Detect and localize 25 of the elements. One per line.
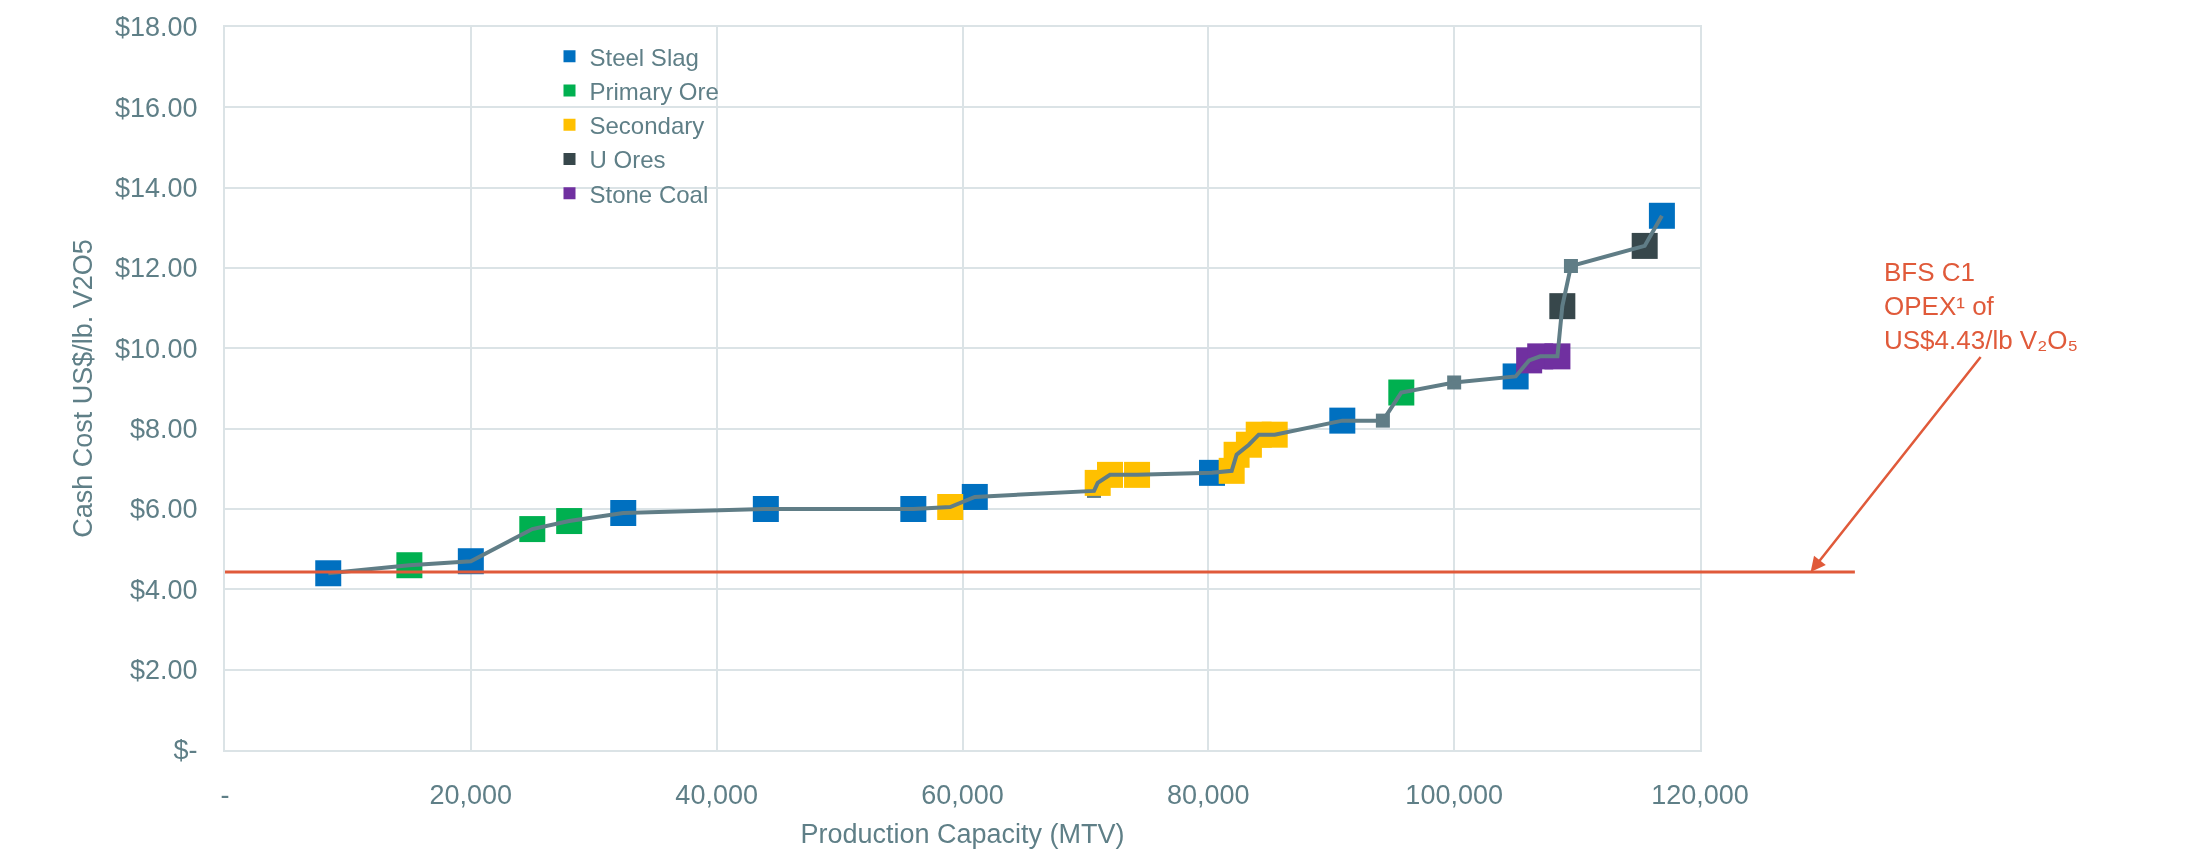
y-tick-label: $6.00 bbox=[130, 494, 198, 525]
x-tick-label: 40,000 bbox=[675, 780, 758, 811]
x-axis-title: Production Capacity (MTV) bbox=[800, 819, 1125, 850]
y-tick-label: $10.00 bbox=[115, 333, 198, 364]
y-tick-label: $- bbox=[173, 735, 198, 766]
legend-label: Secondary bbox=[589, 112, 705, 140]
y-axis-title: Cash Cost US$/lb. V2O5 bbox=[67, 239, 98, 538]
y-tick-label: $18.00 bbox=[115, 12, 198, 43]
y-tick-label: $12.00 bbox=[115, 253, 198, 284]
y-tick-label: $8.00 bbox=[130, 414, 198, 445]
y-tick-label: $2.00 bbox=[130, 655, 198, 686]
ref-line-label: BFS C1 OPEX¹ of US$4.43/lb V₂O₅ bbox=[1884, 257, 2078, 355]
x-tick-label: 80,000 bbox=[1167, 780, 1250, 811]
legend-label: Primary Ore bbox=[589, 77, 719, 105]
x-tick-label: 60,000 bbox=[921, 780, 1004, 811]
y-tick-label: $4.00 bbox=[130, 574, 198, 605]
legend-label: U Ores bbox=[589, 146, 666, 174]
x-tick-label: - bbox=[220, 780, 230, 811]
x-tick-label: 120,000 bbox=[1651, 780, 1749, 811]
legend-label: Steel Slag bbox=[589, 43, 699, 71]
y-tick-label: $14.00 bbox=[115, 173, 198, 204]
y-tick-label: $16.00 bbox=[115, 92, 198, 123]
x-tick-label: 20,000 bbox=[429, 780, 513, 811]
legend-label: Stone Coal bbox=[589, 180, 709, 208]
x-tick-label: 100,000 bbox=[1405, 780, 1503, 811]
